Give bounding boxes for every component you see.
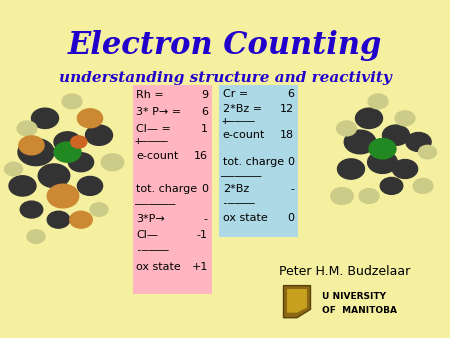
Text: 12: 12 (280, 104, 294, 114)
Text: 0: 0 (201, 184, 208, 194)
Circle shape (369, 139, 396, 159)
Text: +1: +1 (192, 262, 208, 272)
Circle shape (70, 211, 92, 228)
Circle shape (338, 159, 364, 179)
Text: ox state: ox state (223, 213, 267, 223)
Text: 6: 6 (287, 89, 294, 99)
Text: 1: 1 (201, 123, 208, 134)
Text: 3* P→ =: 3* P→ = (136, 107, 181, 117)
Text: -: - (204, 214, 208, 224)
Circle shape (17, 121, 37, 136)
Text: Electron Counting: Electron Counting (68, 30, 382, 62)
Text: Cl—: Cl— (136, 231, 158, 240)
Circle shape (47, 184, 79, 208)
Text: Rh =: Rh = (136, 90, 164, 100)
Circle shape (356, 108, 382, 128)
Circle shape (380, 177, 403, 194)
Circle shape (38, 164, 70, 188)
Text: understanding structure and reactivity: understanding structure and reactivity (58, 71, 392, 85)
Text: +————: +———— (221, 116, 255, 126)
Circle shape (18, 139, 54, 166)
Circle shape (9, 176, 36, 196)
Circle shape (68, 153, 94, 172)
Text: tot. charge: tot. charge (136, 184, 198, 194)
Text: 6: 6 (201, 107, 208, 117)
Circle shape (406, 132, 431, 151)
Circle shape (344, 130, 376, 154)
Circle shape (395, 111, 415, 126)
FancyBboxPatch shape (133, 84, 212, 294)
Text: 18: 18 (280, 130, 294, 140)
Text: 2*Bz =: 2*Bz = (223, 104, 262, 114)
Text: Cr =: Cr = (223, 89, 248, 99)
Text: U NIVERSITY: U NIVERSITY (322, 292, 386, 301)
Circle shape (337, 121, 356, 136)
Circle shape (331, 188, 353, 204)
Text: -1: -1 (197, 231, 208, 240)
Text: OF  MANITOBA: OF MANITOBA (322, 306, 397, 315)
Circle shape (62, 94, 82, 109)
Circle shape (382, 125, 410, 145)
Circle shape (413, 178, 433, 193)
Circle shape (54, 132, 81, 152)
Circle shape (101, 154, 124, 171)
Text: 0: 0 (287, 157, 294, 167)
Text: +————: +———— (135, 136, 169, 146)
Text: 0: 0 (287, 213, 294, 223)
Text: tot. charge: tot. charge (223, 157, 284, 167)
Text: 3*P→: 3*P→ (136, 214, 165, 224)
Circle shape (77, 109, 103, 128)
Circle shape (71, 136, 87, 148)
Circle shape (77, 176, 103, 195)
Circle shape (418, 145, 436, 159)
Circle shape (20, 201, 43, 218)
Circle shape (359, 189, 379, 203)
FancyBboxPatch shape (219, 84, 298, 237)
Circle shape (47, 211, 70, 228)
Text: Cl— =: Cl— = (136, 123, 171, 134)
Text: ——————: —————— (221, 171, 262, 181)
Circle shape (54, 142, 81, 162)
Text: 16: 16 (194, 151, 208, 161)
Circle shape (4, 162, 22, 176)
Polygon shape (284, 286, 310, 318)
Text: 2*Bz: 2*Bz (223, 185, 249, 194)
Text: -————: -———— (135, 245, 169, 255)
Circle shape (86, 125, 112, 145)
Text: e-count: e-count (223, 130, 265, 140)
Circle shape (392, 160, 418, 178)
Circle shape (27, 230, 45, 243)
Text: Peter H.M. Budzelaar: Peter H.M. Budzelaar (279, 265, 410, 278)
Circle shape (368, 151, 397, 173)
Text: ——————: —————— (135, 199, 176, 209)
Circle shape (19, 136, 44, 155)
Text: ox state: ox state (136, 262, 181, 272)
Text: 9: 9 (201, 90, 208, 100)
Text: e-count: e-count (136, 151, 179, 161)
Text: -————: -———— (221, 198, 255, 208)
Circle shape (368, 94, 388, 109)
Circle shape (32, 108, 58, 128)
Text: -: - (290, 185, 294, 194)
Circle shape (90, 203, 108, 216)
Polygon shape (287, 289, 307, 313)
